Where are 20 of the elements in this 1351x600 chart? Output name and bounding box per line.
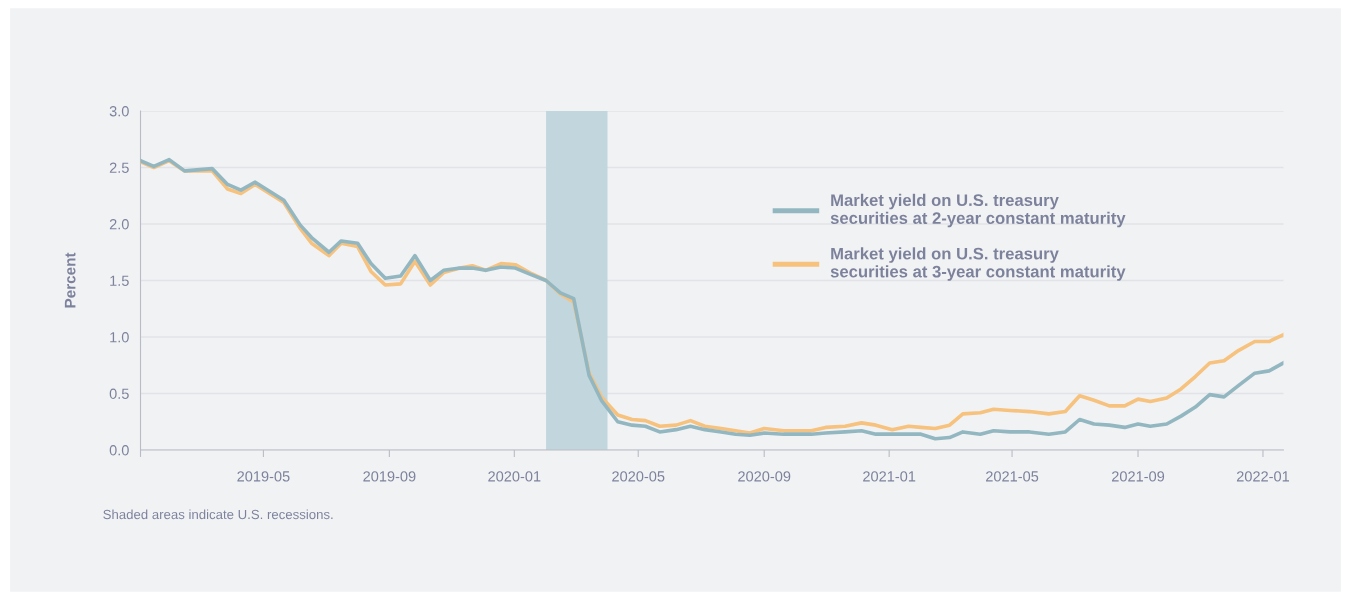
y-tick-label: 1.0 (110, 332, 129, 343)
x-tick-label: 2020-09 (738, 471, 791, 482)
x-tick-label: 2019-05 (237, 471, 290, 482)
x-tick-label: 2019-09 (363, 471, 416, 482)
y-tick-label: 2.5 (109, 162, 129, 173)
legend-label: Market yield on U.S. treasury securities at 2-year constant maturity (830, 193, 1126, 228)
y-tick-label: 1.5 (110, 275, 129, 286)
x-tick-label: 2020-01 (488, 471, 541, 482)
y-tick-label: 0.0 (109, 445, 129, 456)
y-tick-label: 2.0 (109, 219, 129, 230)
x-tick-label: 2021-05 (986, 471, 1039, 482)
y-tick-label: 0.5 (109, 388, 129, 399)
text: Shaded areas indicate U.S. recessions. (103, 509, 333, 520)
x-tick-label: 2021-09 (1112, 471, 1165, 482)
x-tick-label: 2020-05 (612, 471, 665, 482)
y-axis-title: Percent (64, 252, 76, 308)
legend-label: Market yield on U.S. treasury securities at 3-year constant maturity (830, 247, 1126, 281)
x-tick-label: 2022-01 (1236, 471, 1290, 482)
y-tick-label: 3.0 (109, 106, 129, 117)
x-tick-label: 2021-01 (863, 471, 916, 482)
